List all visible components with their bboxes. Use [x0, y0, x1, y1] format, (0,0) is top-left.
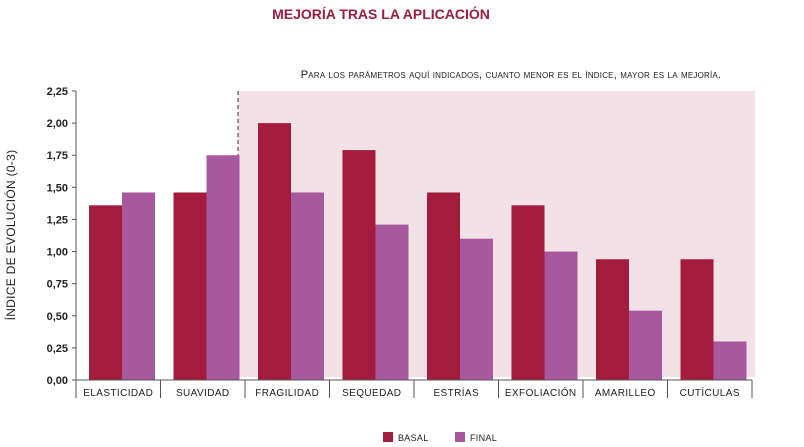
y-tick-label: 1,50: [47, 182, 68, 194]
y-tick-label: 0,75: [47, 279, 68, 291]
y-tick-label: 0,25: [47, 343, 68, 355]
x-tick-label: AMARILLEO: [595, 388, 656, 399]
bar-basal-5: [511, 205, 545, 380]
bar-basal-3: [342, 150, 376, 380]
bar-final-1: [206, 155, 240, 380]
x-tick-label: ESTRÍAS: [433, 386, 479, 399]
bar-final-3: [375, 224, 409, 380]
bar-basal-6: [596, 259, 629, 380]
y-tick-label: 2,00: [47, 118, 68, 130]
y-tick-label: 1,25: [47, 214, 68, 226]
axes-group: 0,00 0,25 0,50 0,75 1,00 1,25 1,50 1,75 2,00 2,25…: [47, 86, 753, 399]
y-tick-label: 0,00: [47, 375, 68, 387]
x-tick-label: CUTÍCULAS: [680, 386, 740, 399]
bar-basal-1: [173, 192, 207, 380]
x-tick-label: ELASTICIDAD: [83, 388, 153, 399]
legend: BASAL FINAL: [383, 432, 497, 443]
bar-final-4: [460, 238, 493, 380]
x-tick-label: SUAVIDAD: [176, 388, 230, 399]
legend-label-basal: BASAL: [398, 433, 429, 443]
x-tick-label: EXFOLIACIÓN: [505, 386, 577, 399]
chart-title: MEJORÍA TRAS LA APLICACIÓN: [272, 5, 490, 22]
y-tick-label: 1,75: [47, 150, 68, 162]
y-tick-label: 2,25: [47, 86, 68, 98]
x-tick-label: FRAGILIDAD: [255, 388, 319, 399]
bar-final-5: [544, 251, 578, 380]
legend-label-final: FINAL: [470, 433, 497, 443]
bars-group: [89, 123, 747, 380]
bar-basal-2: [258, 123, 291, 380]
bar-final-0: [122, 192, 155, 380]
chart-annotation: Para los parámetros aquí indicados, cuan…: [301, 69, 721, 81]
bar-basal-0: [89, 205, 122, 380]
bar-basal-7: [680, 259, 714, 380]
bar-final-7: [713, 341, 747, 380]
x-tick-label: SEQUEDAD: [342, 388, 401, 399]
legend-swatch-basal: [383, 432, 393, 442]
highlight-region: [238, 91, 755, 377]
bar-final-2: [291, 192, 324, 380]
bar-basal-4: [427, 192, 460, 380]
bar-final-6: [629, 310, 662, 380]
y-axis-label: ÍNDICE DE EVOLUCIÓN (0-3): [3, 150, 18, 321]
legend-swatch-final: [455, 432, 465, 442]
y-tick-label: 1,00: [47, 247, 68, 259]
y-tick-label: 0,50: [47, 311, 68, 323]
